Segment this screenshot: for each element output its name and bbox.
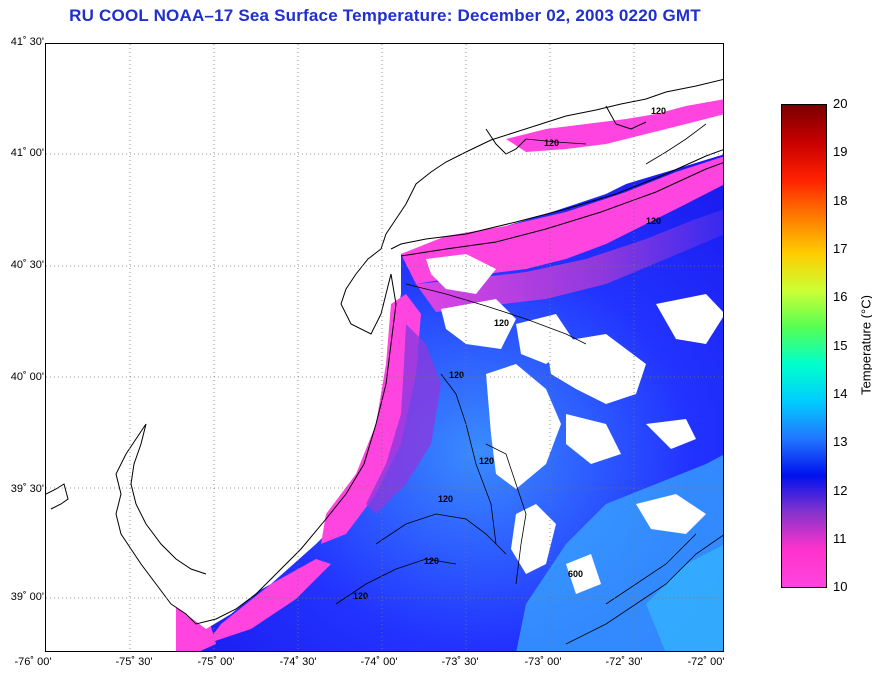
contour-label: 120 — [651, 106, 666, 116]
lat-label-40-30: 40˚ 30' — [10, 259, 44, 271]
lat-label-41-30: 41˚ 30' — [10, 36, 44, 48]
sst-map: 120 120 120 120 120 120 120 120 120 600 — [45, 43, 724, 652]
contour-label: 120 — [449, 370, 464, 380]
contour-labels: 120 120 120 120 120 120 120 120 120 600 — [353, 106, 666, 601]
lon-label-72-00: -72˚ 00' — [687, 656, 725, 668]
coastlines — [46, 78, 723, 625]
lat-label-39-00: 39˚ 00' — [10, 591, 44, 603]
lon-label-75-00: -75˚ 00' — [197, 656, 235, 668]
map-title: RU COOL NOAA–17 Sea Surface Temperature:… — [69, 6, 701, 25]
contour-label: 120 — [646, 216, 661, 226]
contour-label: 600 — [568, 569, 583, 579]
lon-label-73-30: -73˚ 30' — [441, 656, 479, 668]
colorbar-tick-17: 17 — [833, 241, 848, 256]
lon-label-76-00: -76˚ 00' — [14, 656, 52, 668]
lon-label-73-00: -73˚ 00' — [524, 656, 562, 668]
colorbar-tick-14: 14 — [833, 386, 848, 401]
graticule — [46, 44, 723, 651]
contour-label: 120 — [424, 556, 439, 566]
lat-label-39-30: 39˚ 30' — [10, 483, 44, 495]
lon-label-75-30: -75˚ 30' — [115, 656, 153, 668]
lat-label-40-00: 40˚ 00' — [10, 371, 44, 383]
colorbar-tick-16: 16 — [833, 289, 848, 304]
colorbar-tick-11: 11 — [833, 531, 847, 546]
lon-label-74-00: -74˚ 00' — [360, 656, 398, 668]
lon-label-72-30: -72˚ 30' — [605, 656, 643, 668]
colorbar-tick-15: 15 — [833, 338, 848, 353]
temperature-colorbar — [781, 104, 827, 588]
bathymetry-contours — [335, 123, 723, 645]
contour-label: 120 — [494, 318, 509, 328]
colorbar-tick-13: 13 — [833, 434, 848, 449]
colorbar-tick-10: 10 — [833, 579, 848, 594]
colorbar-tick-12: 12 — [833, 483, 848, 498]
colorbar-tick-20: 20 — [833, 96, 848, 111]
lon-label-74-30: -74˚ 30' — [279, 656, 317, 668]
contour-label: 120 — [353, 591, 368, 601]
colorbar-title: Temperature (°C) — [858, 295, 872, 395]
colorbar-tick-18: 18 — [833, 193, 848, 208]
lat-label-41-00: 41˚ 00' — [10, 147, 44, 159]
sst-field — [176, 99, 723, 651]
contour-label: 120 — [438, 494, 453, 504]
contour-label: 120 — [479, 456, 494, 466]
contour-label: 120 — [544, 138, 559, 148]
land — [46, 44, 723, 629]
colorbar-tick-19: 19 — [833, 144, 848, 159]
